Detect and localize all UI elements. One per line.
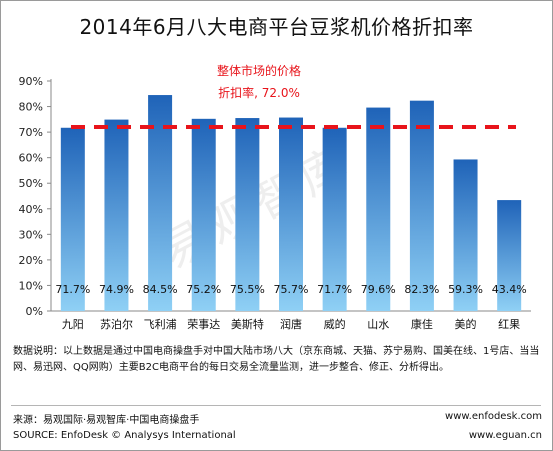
bar-威的 — [322, 127, 347, 312]
value-label: 82.3% — [404, 283, 439, 296]
category-label: 荣事达 — [187, 318, 220, 331]
value-label: 75.2% — [186, 283, 221, 296]
value-label: 75.5% — [230, 283, 265, 296]
source-en: SOURCE: EnfoDesk © Analysys Internationa… — [13, 430, 236, 441]
category-label: 康佳 — [411, 317, 433, 331]
url-eguan: www.eguan.cn — [468, 430, 542, 441]
value-label: 71.7% — [55, 283, 90, 296]
category-label: 红果 — [498, 318, 520, 331]
divider — [11, 405, 541, 406]
bar-荣事达 — [191, 118, 216, 311]
bar-康佳 — [409, 100, 434, 311]
bar-润唐 — [279, 117, 303, 312]
value-label: 84.5% — [143, 283, 178, 296]
chart-title: 2014年6月八大电商平台豆浆机价格折扣率 — [79, 15, 474, 39]
y-tick-label: 10% — [19, 279, 43, 292]
bar-九阳 — [60, 127, 85, 312]
bar-美斯特 — [235, 118, 260, 311]
value-label: 79.6% — [361, 283, 396, 296]
bar-chart: 0% 10% 20% 30% 40% 50% 60% 70% 80% 90% 71.7% 74.9%… — [19, 63, 531, 331]
value-label: 75.7% — [274, 283, 309, 296]
category-label: 苏泊尔 — [100, 318, 133, 331]
category-label: 飞利浦 — [144, 318, 177, 331]
data-note: 数据说明：以上数据是通过中国电商操盘手对中国大陆市场八大（京东商城、天猫、苏宁易… — [13, 346, 540, 373]
value-label: 71.7% — [317, 283, 352, 296]
category-label: 润唐 — [280, 317, 302, 331]
y-tick-label: 30% — [19, 228, 43, 241]
y-tick-label: 40% — [19, 203, 43, 216]
category-label: 美的 — [455, 317, 477, 331]
y-tick-label: 70% — [19, 126, 43, 139]
category-label: 山水 — [367, 318, 389, 331]
bar-飞利浦 — [148, 95, 173, 311]
reference-label-line1: 整体市场的价格 — [217, 63, 301, 78]
source-cn: 来源：易观国际·易观智库·中国电商操盘手 — [13, 415, 200, 426]
y-tick-label: 60% — [19, 152, 43, 165]
reference-label-line2: 折扣率, 72.0% — [218, 85, 300, 100]
value-label: 59.3% — [448, 283, 483, 296]
bar-苏泊尔 — [104, 119, 129, 311]
category-label: 美斯特 — [231, 317, 264, 331]
value-label: 43.4% — [492, 283, 527, 296]
category-label: 九阳 — [62, 318, 84, 331]
y-tick-label: 80% — [19, 101, 43, 114]
y-tick-label: 0% — [26, 305, 43, 318]
category-label: 威的 — [324, 317, 346, 331]
bar-红果 — [497, 200, 522, 311]
value-label: 74.9% — [99, 283, 134, 296]
y-tick-label: 90% — [19, 75, 43, 88]
bar-山水 — [366, 107, 391, 311]
bar-美的 — [453, 159, 478, 311]
url-enfodesk: www.enfodesk.com — [445, 411, 542, 422]
y-tick-label: 20% — [19, 254, 43, 267]
y-tick-label: 50% — [19, 177, 43, 190]
